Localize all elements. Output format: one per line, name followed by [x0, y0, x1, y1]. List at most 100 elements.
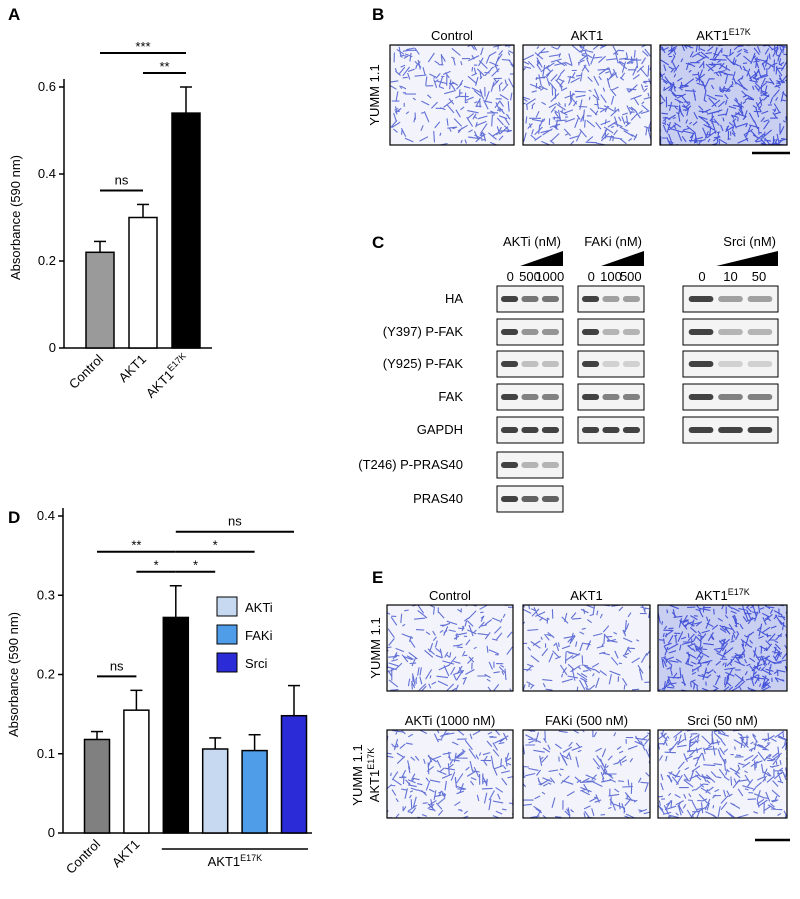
- blot-band: [521, 496, 539, 502]
- bar: [171, 112, 201, 349]
- blot-band: [622, 361, 641, 367]
- blot-band: [688, 329, 714, 335]
- blot-row-label: (T246) P-PRAS40: [358, 457, 463, 472]
- row-label: YUMM 1.1: [367, 64, 382, 125]
- blot-band: [541, 296, 560, 302]
- blot-row-label: FAK: [438, 389, 463, 404]
- blot-band: [602, 361, 620, 367]
- panel-letter: E: [372, 568, 383, 587]
- x-tick-label: AKT1E17K: [142, 351, 192, 401]
- blot-band: [500, 296, 519, 302]
- significance-label: **: [131, 538, 141, 553]
- blot-band: [500, 462, 519, 468]
- column-label: Control: [429, 588, 471, 603]
- bar: [85, 251, 115, 349]
- row-label: YUMM 1.1: [350, 744, 365, 805]
- dose-label: 100: [600, 269, 622, 284]
- bar: [241, 749, 268, 834]
- bar: [201, 748, 229, 834]
- y-tick-label: 0: [49, 340, 56, 355]
- blot-band: [581, 394, 600, 400]
- significance-label: ns: [115, 172, 129, 187]
- bar: [128, 216, 158, 349]
- blot-row-label: (Y925) P-FAK: [383, 356, 464, 371]
- micrograph-frame: [522, 729, 651, 819]
- column-label-main: AKT1: [696, 28, 729, 43]
- micrograph-frame: [657, 604, 788, 692]
- blot-row-label: (Y397) P-FAK: [383, 324, 464, 339]
- panel-letter: B: [372, 5, 384, 24]
- blot-band: [521, 427, 539, 433]
- micrograph-fibers: [522, 604, 651, 692]
- blot-band: [747, 361, 773, 367]
- y-tick-label: 0: [48, 825, 55, 840]
- dose-label: 0: [507, 269, 514, 284]
- column-label-main: AKT1: [571, 28, 604, 43]
- dose-wedge: [716, 251, 778, 266]
- row-label: AKT1E17K: [366, 748, 382, 803]
- y-axis-label: Absorbance (590 nm): [8, 155, 23, 280]
- blot-band: [541, 329, 560, 335]
- x-tick-label-main: AKT1: [116, 352, 150, 386]
- row-label: YUMM 1.1: [368, 617, 383, 678]
- group-title: AKTi (nM): [503, 234, 561, 249]
- bar: [280, 714, 308, 834]
- blot-row-label: HA: [445, 291, 463, 306]
- column-label-main: Control: [431, 28, 473, 43]
- significance-label: *: [154, 558, 159, 573]
- y-tick-label: 0.2: [37, 667, 55, 682]
- panel-letter: D: [8, 508, 20, 527]
- panel-letter: C: [372, 233, 384, 252]
- column-label: AKT1: [571, 28, 604, 43]
- column-label-sup: E17K: [729, 27, 751, 37]
- legend-label: AKTi: [245, 600, 273, 615]
- micrograph-bg: [387, 730, 513, 818]
- legend-swatch: [216, 624, 238, 645]
- y-tick-label: 0.4: [37, 508, 55, 523]
- column-label: AKTi (1000 nM): [405, 713, 496, 728]
- blot-band: [521, 296, 539, 302]
- blot-band: [521, 394, 539, 400]
- blot-band: [747, 394, 773, 400]
- blot-band: [500, 496, 519, 502]
- blot-band: [688, 394, 714, 400]
- blot-band: [541, 361, 560, 367]
- blot-band: [602, 329, 620, 335]
- dose-label: 500: [519, 269, 541, 284]
- panel-letter: A: [8, 5, 20, 24]
- blot-band: [688, 296, 714, 302]
- column-label: Srci (50 nM): [687, 713, 758, 728]
- y-tick-label: 0.3: [37, 587, 55, 602]
- dose-label: 500: [620, 269, 642, 284]
- column-label-main: AKT1: [570, 588, 603, 603]
- y-axis-label: Absorbance (590 nm): [6, 612, 21, 737]
- bar: [162, 616, 190, 834]
- blot-band: [747, 296, 773, 302]
- blot-band: [602, 427, 620, 433]
- blot-band: [688, 427, 714, 433]
- column-label-sup: E17K: [728, 587, 750, 597]
- blot-band: [718, 329, 743, 335]
- significance-label: *: [193, 558, 198, 573]
- blot-band: [541, 496, 560, 502]
- bar: [123, 709, 150, 834]
- legend-label: Srci: [245, 656, 268, 671]
- y-tick-label: 0.4: [38, 166, 56, 181]
- significance-label: ns: [110, 658, 124, 673]
- significance-label: **: [159, 59, 169, 74]
- x-tick-label: Control: [63, 836, 103, 876]
- micrograph-frame: [389, 44, 515, 146]
- group-title: Srci (nM): [723, 234, 776, 249]
- dose-wedge: [601, 251, 644, 266]
- column-label-main: AKT1: [695, 588, 728, 603]
- blot-band: [541, 462, 560, 468]
- micrograph-fibers: [659, 44, 788, 146]
- blot-band: [688, 361, 714, 367]
- blot-band: [622, 296, 641, 302]
- column-label: AKT1: [570, 588, 603, 603]
- blot-band: [521, 361, 539, 367]
- blot-band: [500, 394, 519, 400]
- dose-wedge: [520, 251, 563, 266]
- micrograph-bg: [390, 45, 514, 145]
